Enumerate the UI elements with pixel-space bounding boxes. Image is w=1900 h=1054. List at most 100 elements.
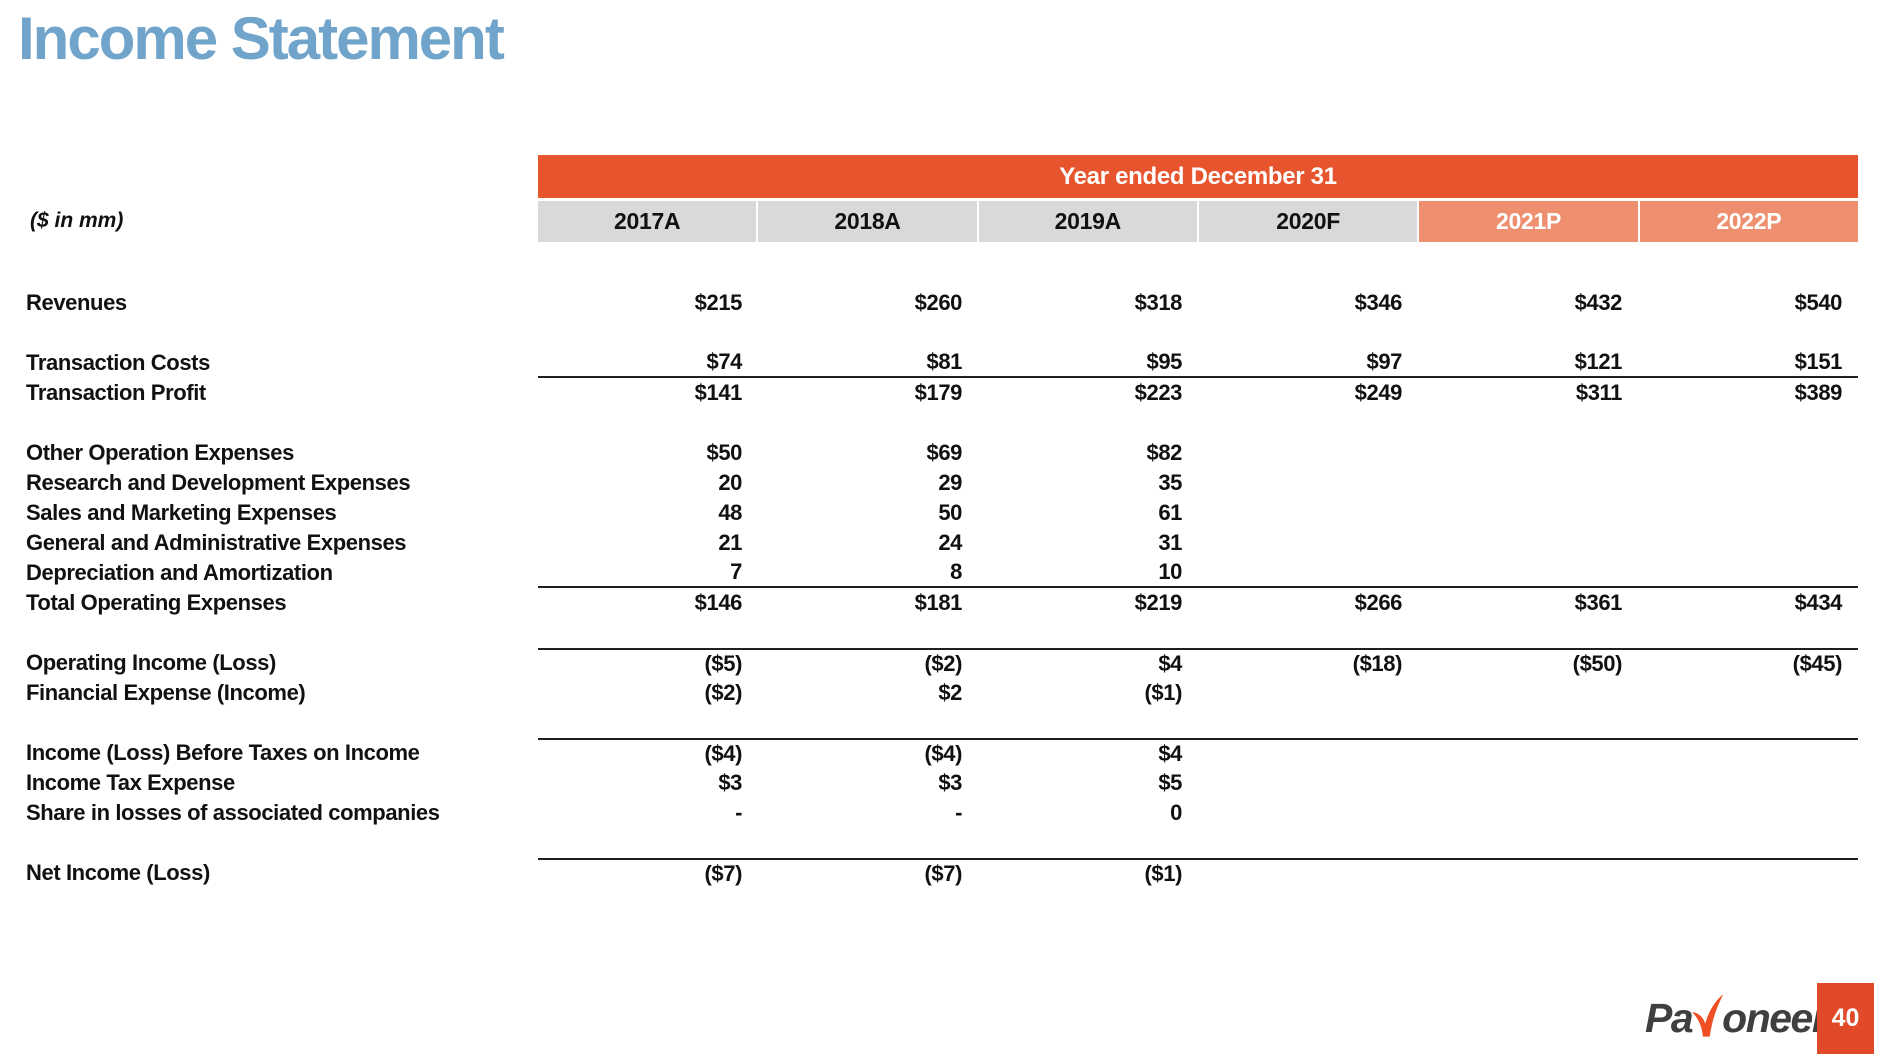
row-label: Other Operation Expenses bbox=[26, 440, 294, 465]
table-row: Financial Expense (Income) ($2) $2 ($1) bbox=[26, 678, 1858, 708]
page-number-box: 40 bbox=[1817, 983, 1874, 1054]
cell-value: $346 bbox=[1354, 290, 1403, 315]
row-values: $146 $181 $219 $266 $361 $434 bbox=[538, 588, 1858, 618]
table-row: Transaction Costs $74 $81 $95 $97 $121 $151 bbox=[26, 348, 1858, 378]
cell-value: $540 bbox=[1794, 290, 1843, 315]
payoneer-logo: Pa oneer ® bbox=[1645, 992, 1837, 1039]
table-row: Net Income (Loss) ($7) ($7) ($1) bbox=[26, 858, 1858, 888]
cell-value: 50 bbox=[938, 500, 962, 525]
cell-value: $215 bbox=[694, 290, 743, 315]
column-header-2017a: 2017A bbox=[538, 201, 757, 242]
row-label: Share in losses of associated companies bbox=[26, 800, 440, 825]
cell-value: $151 bbox=[1794, 349, 1843, 374]
row-label: Financial Expense (Income) bbox=[26, 680, 306, 705]
cell-value: $95 bbox=[1146, 349, 1182, 374]
cell-value: $266 bbox=[1354, 590, 1403, 615]
row-values: 20 29 35 bbox=[538, 468, 1858, 498]
row-label: General and Administrative Expenses bbox=[26, 530, 407, 555]
cell-value: ($45) bbox=[1792, 651, 1843, 676]
table-row: Other Operation Expenses $50 $69 $82 bbox=[26, 438, 1858, 468]
cell-value: ($18) bbox=[1352, 651, 1403, 676]
cell-value: $389 bbox=[1794, 380, 1843, 405]
row-values: $74 $81 $95 $97 $121 $151 bbox=[538, 348, 1858, 378]
table-banner: Year ended December 31 bbox=[538, 155, 1858, 198]
cell-value: $311 bbox=[1575, 380, 1623, 405]
row-label: Transaction Profit bbox=[26, 380, 206, 405]
cell-value: $318 bbox=[1134, 290, 1183, 315]
cell-value: $2 bbox=[938, 680, 962, 705]
row-label: Total Operating Expenses bbox=[26, 590, 287, 615]
cell-value: $434 bbox=[1794, 590, 1843, 615]
cell-value: $223 bbox=[1134, 380, 1183, 405]
cell-value: ($4) bbox=[924, 741, 962, 766]
row-label: Revenues bbox=[26, 290, 127, 315]
row-label: Income (Loss) Before Taxes on Income bbox=[26, 740, 420, 765]
cell-value: $69 bbox=[926, 440, 962, 465]
table-row: Revenues $215 $260 $318 $346 $432 $540 bbox=[26, 288, 1858, 318]
cell-value: 61 bbox=[1158, 500, 1182, 525]
cell-value: $141 bbox=[694, 380, 743, 405]
row-values: $50 $69 $82 bbox=[538, 438, 1858, 468]
units-label: ($ in mm) bbox=[30, 209, 124, 232]
cell-value: ($2) bbox=[924, 651, 962, 676]
table-header: Year ended December 31 2017A 2018A 2019A 20… bbox=[538, 155, 1858, 242]
cell-value: 10 bbox=[1158, 559, 1182, 584]
cell-value: $82 bbox=[1146, 440, 1182, 465]
cell-value: $3 bbox=[718, 770, 742, 795]
table-row: Sales and Marketing Expenses 48 50 61 bbox=[26, 498, 1858, 528]
row-label: Net Income (Loss) bbox=[26, 860, 210, 885]
cell-value: $4 bbox=[1158, 741, 1182, 766]
cell-value: 20 bbox=[718, 470, 742, 495]
cell-value: 8 bbox=[950, 559, 962, 584]
row-label: Operating Income (Loss) bbox=[26, 650, 276, 675]
column-header-2021p: 2021P bbox=[1419, 201, 1638, 242]
row-values: $141 $179 $223 $249 $311 $389 bbox=[538, 378, 1858, 408]
row-values: $3 $3 $5 bbox=[538, 768, 1858, 798]
cell-value: $81 bbox=[926, 349, 962, 374]
table-row: Depreciation and Amortization 7 8 10 bbox=[26, 558, 1858, 588]
row-label: Transaction Costs bbox=[26, 350, 210, 375]
row-label: Sales and Marketing Expenses bbox=[26, 500, 337, 525]
column-header-2019a: 2019A bbox=[978, 201, 1197, 242]
cell-value: 35 bbox=[1158, 470, 1182, 495]
cell-value: - bbox=[955, 800, 962, 825]
column-header-2022p: 2022P bbox=[1639, 201, 1858, 242]
cell-value: $181 bbox=[914, 590, 963, 615]
cell-value: $179 bbox=[914, 380, 963, 405]
cell-value: $260 bbox=[914, 290, 963, 315]
table-row: Transaction Profit $141 $179 $223 $249 $311 $3… bbox=[26, 378, 1858, 408]
table-row: General and Administrative Expenses 21 24 3… bbox=[26, 528, 1858, 558]
year-header-row: 2017A 2018A 2019A 2020F 2021P 2022P bbox=[538, 201, 1858, 242]
table-row: Research and Development Expenses 20 29 35 bbox=[26, 468, 1858, 498]
cell-value: 31 bbox=[1158, 530, 1182, 555]
cell-value: ($7) bbox=[924, 861, 962, 886]
cell-value: $50 bbox=[706, 440, 742, 465]
column-header-2020f: 2020F bbox=[1198, 201, 1418, 242]
cell-value: $4 bbox=[1158, 651, 1182, 676]
cell-value: 21 bbox=[718, 530, 742, 555]
cell-value: ($4) bbox=[704, 741, 742, 766]
table-row: Income Tax Expense $3 $3 $5 bbox=[26, 768, 1858, 798]
cell-value: 7 bbox=[730, 559, 742, 584]
row-values: ($4) ($4) $4 bbox=[538, 738, 1858, 768]
cell-value: ($1) bbox=[1144, 680, 1182, 705]
row-label: Depreciation and Amortization bbox=[26, 560, 333, 585]
column-header-2018a: 2018A bbox=[758, 201, 977, 242]
income-statement-table: Revenues $215 $260 $318 $346 $432 $540 Transact… bbox=[26, 288, 1858, 888]
logo-text-pre: Pa bbox=[1645, 995, 1694, 1041]
row-values: ($7) ($7) ($1) bbox=[538, 858, 1858, 888]
table-row: Operating Income (Loss) ($5) ($2) $4 ($18) ($… bbox=[26, 648, 1858, 678]
page-title: Income Statement bbox=[18, 5, 505, 72]
row-values: ($2) $2 ($1) bbox=[538, 678, 1858, 708]
cell-value: ($2) bbox=[704, 680, 742, 705]
row-values: 48 50 61 bbox=[538, 498, 1858, 528]
page-number: 40 bbox=[1831, 1004, 1860, 1032]
cell-value: $249 bbox=[1354, 380, 1403, 405]
cell-value: $432 bbox=[1574, 290, 1623, 315]
row-values: - - 0 bbox=[538, 798, 1858, 828]
cell-value: ($1) bbox=[1144, 861, 1182, 886]
cell-value: 48 bbox=[718, 500, 742, 525]
cell-value: ($50) bbox=[1572, 651, 1623, 676]
cell-value: 29 bbox=[938, 470, 962, 495]
